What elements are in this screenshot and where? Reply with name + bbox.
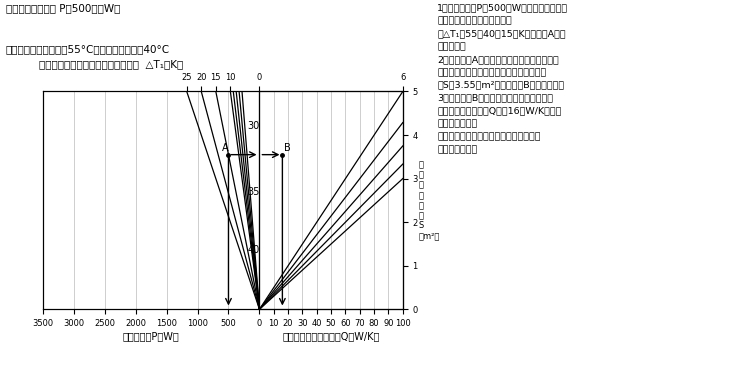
Text: 1）盤内発熱量P＝500（W）から、盤内許容
　温度と最高外気温度との差
　△T₁＝55－40＝15〔K〕と交点Aを求
　めます。
2）グラフのA点を起点として: 1）盤内発熱量P＝500（W）から、盤内許容 温度と最高外気温度との差 △T₁＝…	[437, 4, 568, 154]
Text: 30: 30	[247, 122, 259, 131]
Text: A: A	[222, 143, 229, 153]
Text: 35: 35	[247, 187, 259, 197]
Text: 盤内許容温度＝55°C　最高外気温度＝40°C: 盤内許容温度＝55°C 最高外気温度＝40°C	[6, 44, 170, 54]
X-axis label: 盤内発熱量P〔W〕: 盤内発熱量P〔W〕	[123, 331, 179, 341]
Text: B: B	[284, 143, 290, 153]
Text: （例）盤内発熱量 P＝500　（W）: （例）盤内発熱量 P＝500 （W）	[6, 4, 121, 14]
Text: 有
効
放
熱
面
積
S
〔m²〕: 有 効 放 熱 面 積 S 〔m²〕	[419, 161, 440, 240]
Text: 40: 40	[247, 246, 259, 255]
X-axis label: 盤内熱交換器定格能力Q〔W/K〕: 盤内熱交換器定格能力Q〔W/K〕	[282, 331, 380, 341]
Text: 盤内許容温度と最高外気温度との差  △T₁〔K〕: 盤内許容温度と最高外気温度との差 △T₁〔K〕	[39, 60, 183, 70]
